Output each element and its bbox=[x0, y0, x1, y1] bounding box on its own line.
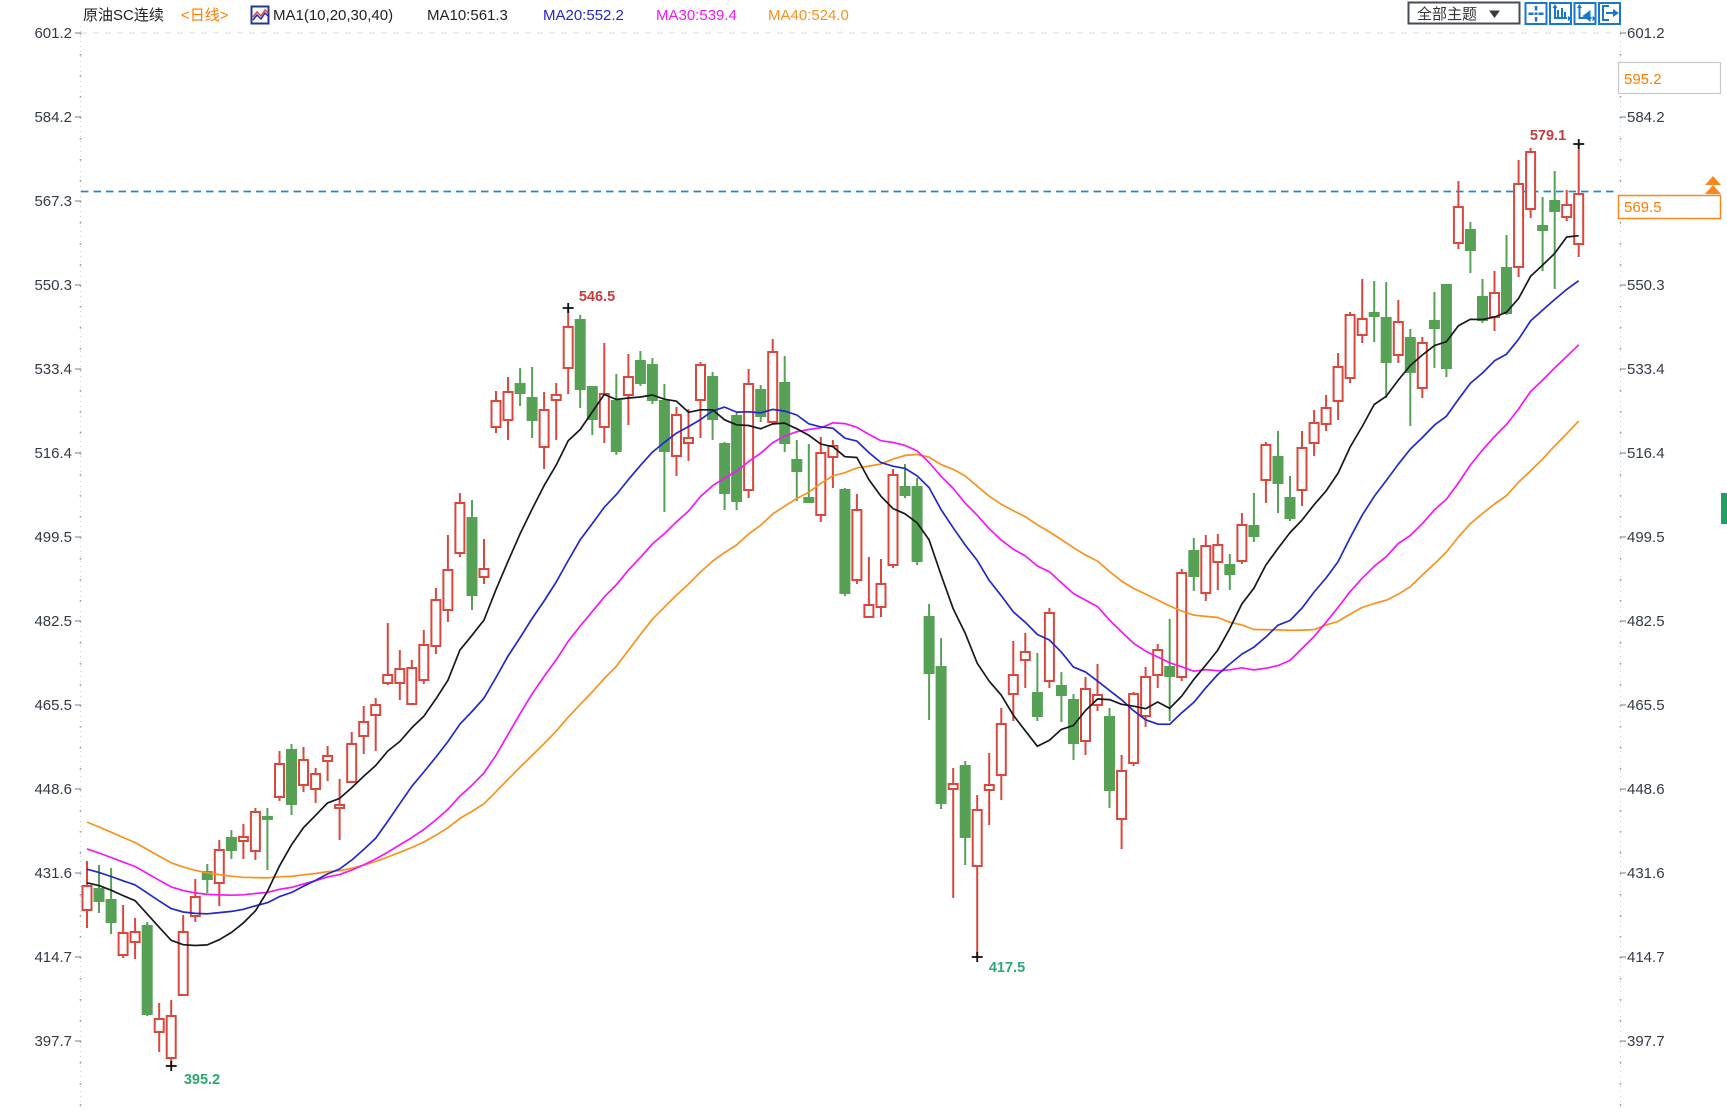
svg-text:550.3: 550.3 bbox=[1627, 277, 1665, 294]
svg-text:550.3: 550.3 bbox=[34, 277, 72, 294]
svg-text:465.5: 465.5 bbox=[34, 697, 72, 714]
svg-text:MA10:561.3: MA10:561.3 bbox=[427, 7, 508, 24]
svg-text:569.5: 569.5 bbox=[1624, 199, 1662, 216]
svg-text:原油SC连续: 原油SC连续 bbox=[83, 7, 164, 24]
svg-text:397.7: 397.7 bbox=[34, 1033, 72, 1050]
svg-text:431.6: 431.6 bbox=[34, 865, 72, 882]
svg-text:431.6: 431.6 bbox=[1627, 865, 1665, 882]
svg-text:579.1: 579.1 bbox=[1530, 128, 1566, 144]
svg-text:448.6: 448.6 bbox=[1627, 781, 1665, 798]
svg-text:397.7: 397.7 bbox=[1627, 1033, 1665, 1050]
svg-text:395.2: 395.2 bbox=[184, 1072, 220, 1088]
svg-text:<日线>: <日线> bbox=[181, 7, 229, 24]
svg-text:584.2: 584.2 bbox=[1627, 109, 1665, 126]
svg-text:546.5: 546.5 bbox=[579, 289, 615, 305]
svg-text:全部主题: 全部主题 bbox=[1417, 5, 1477, 23]
svg-text:448.6: 448.6 bbox=[34, 781, 72, 798]
svg-text:533.4: 533.4 bbox=[34, 361, 72, 378]
svg-text:465.5: 465.5 bbox=[1627, 697, 1665, 714]
svg-text:601.2: 601.2 bbox=[1627, 25, 1665, 42]
svg-text:482.5: 482.5 bbox=[34, 613, 72, 630]
svg-text:533.4: 533.4 bbox=[1627, 361, 1665, 378]
svg-text:516.4: 516.4 bbox=[34, 445, 72, 462]
svg-text:417.5: 417.5 bbox=[989, 960, 1025, 976]
svg-text:516.4: 516.4 bbox=[1627, 445, 1665, 462]
svg-text:MA1(10,20,30,40): MA1(10,20,30,40) bbox=[273, 7, 393, 24]
svg-text:414.7: 414.7 bbox=[34, 949, 72, 966]
svg-text:MA30:539.4: MA30:539.4 bbox=[656, 7, 737, 24]
svg-text:482.5: 482.5 bbox=[1627, 613, 1665, 630]
svg-text:499.5: 499.5 bbox=[34, 529, 72, 546]
svg-text:584.2: 584.2 bbox=[34, 109, 72, 126]
svg-text:414.7: 414.7 bbox=[1627, 949, 1665, 966]
svg-text:MA40:524.0: MA40:524.0 bbox=[768, 7, 849, 24]
svg-text:MA20:552.2: MA20:552.2 bbox=[543, 7, 624, 24]
svg-text:601.2: 601.2 bbox=[34, 25, 72, 42]
svg-text:499.5: 499.5 bbox=[1627, 529, 1665, 546]
svg-text:567.3: 567.3 bbox=[34, 193, 72, 210]
svg-text:595.2: 595.2 bbox=[1624, 71, 1662, 88]
